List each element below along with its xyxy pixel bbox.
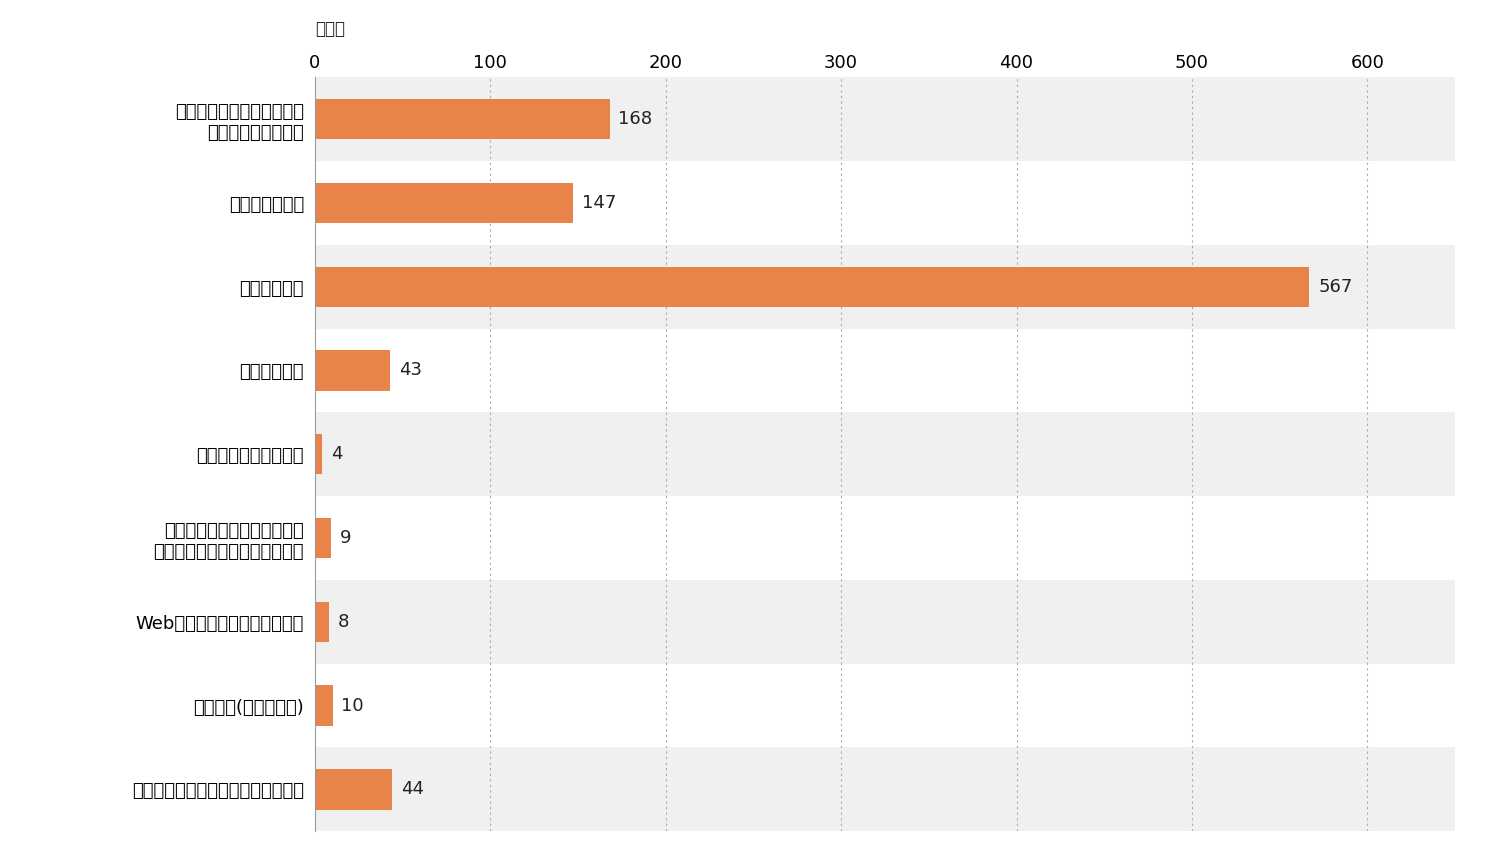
Bar xyxy=(315,518,332,558)
Bar xyxy=(315,183,573,223)
Text: 43: 43 xyxy=(399,362,422,380)
Text: 10: 10 xyxy=(342,697,364,715)
Text: 44: 44 xyxy=(400,781,424,799)
Bar xyxy=(315,161,1455,245)
Bar xyxy=(315,351,390,391)
Bar xyxy=(315,602,328,642)
Bar xyxy=(315,496,1455,580)
Bar xyxy=(315,770,392,810)
Text: 9: 9 xyxy=(339,529,351,547)
Bar xyxy=(315,267,1310,307)
Bar xyxy=(315,747,1455,831)
Bar xyxy=(315,663,1455,747)
Text: 567: 567 xyxy=(1318,278,1353,296)
Bar xyxy=(315,412,1455,496)
Text: （人）: （人） xyxy=(315,21,345,39)
Bar xyxy=(315,328,1455,412)
Bar xyxy=(315,434,322,474)
Text: 168: 168 xyxy=(618,110,652,128)
Bar xyxy=(315,686,333,726)
Text: 147: 147 xyxy=(582,194,616,212)
Bar xyxy=(315,99,609,139)
Text: 4: 4 xyxy=(332,445,342,464)
Bar xyxy=(315,245,1455,328)
Bar xyxy=(315,580,1455,663)
Bar xyxy=(315,77,1455,161)
Text: 8: 8 xyxy=(338,613,350,631)
